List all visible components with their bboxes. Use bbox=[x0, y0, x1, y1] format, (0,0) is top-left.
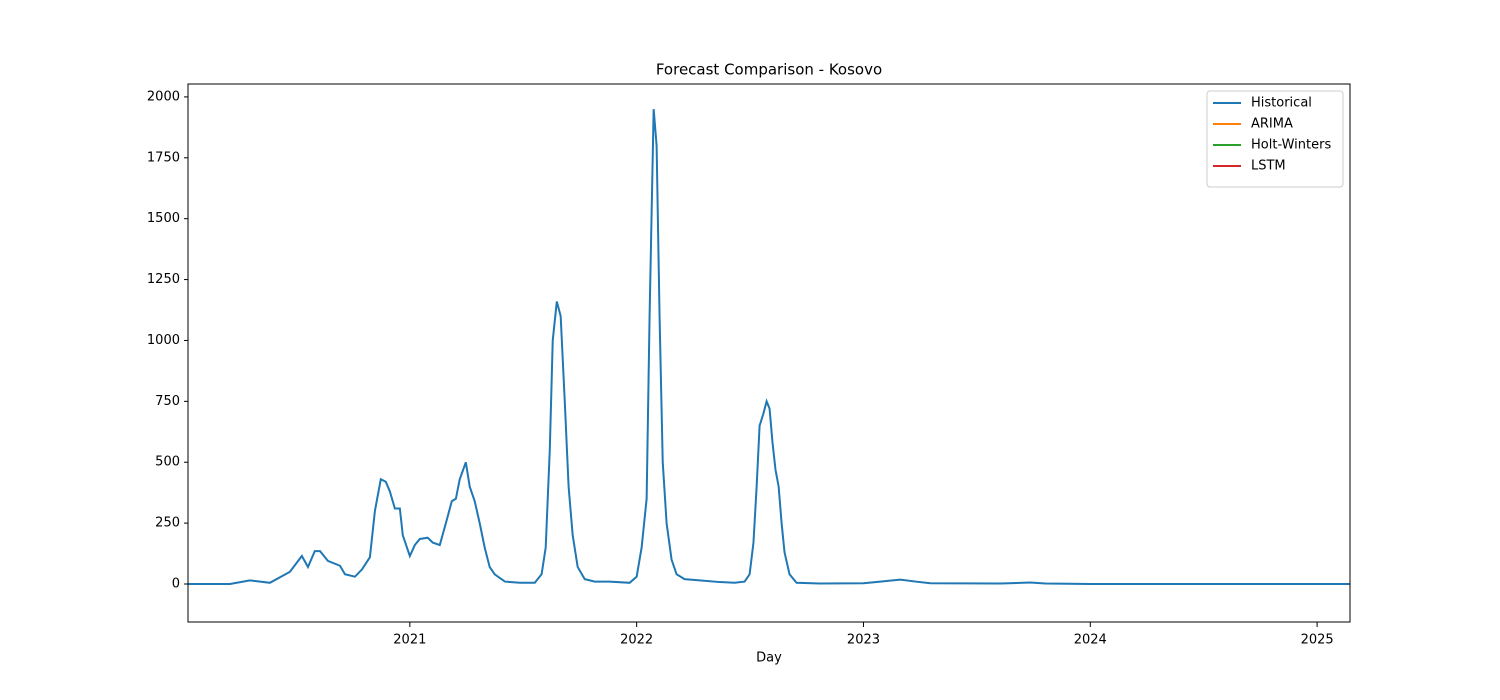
x-tick-label: 2025 bbox=[1301, 633, 1334, 648]
x-tick-label: 2022 bbox=[620, 633, 653, 648]
y-tick-label: 2000 bbox=[147, 89, 180, 104]
line-series bbox=[188, 109, 1350, 586]
x-tick-label: 2021 bbox=[393, 633, 426, 648]
x-tick-label: 2024 bbox=[1074, 633, 1107, 648]
y-tick-label: 1000 bbox=[147, 333, 180, 348]
y-tick-label: 750 bbox=[155, 394, 180, 409]
legend-label: ARIMA bbox=[1251, 117, 1293, 132]
x-tick-label: 2023 bbox=[847, 633, 880, 648]
y-tick-label: 250 bbox=[155, 516, 180, 531]
y-tick-label: 500 bbox=[155, 455, 180, 470]
plot-frame bbox=[187, 83, 1351, 623]
y-tick-label: 1250 bbox=[147, 272, 180, 287]
y-tick-label: 1500 bbox=[147, 211, 180, 226]
legend-label: Historical bbox=[1251, 96, 1312, 111]
y-tick-label: 0 bbox=[172, 577, 180, 592]
y-tick-label: 1750 bbox=[147, 150, 180, 165]
legend-label: Holt-Winters bbox=[1251, 138, 1331, 153]
legend-box bbox=[1206, 90, 1344, 188]
x-axis-label: Day bbox=[756, 651, 782, 666]
chart-title: Forecast Comparison - Kosovo bbox=[656, 61, 882, 79]
legend-label: LSTM bbox=[1251, 159, 1286, 174]
